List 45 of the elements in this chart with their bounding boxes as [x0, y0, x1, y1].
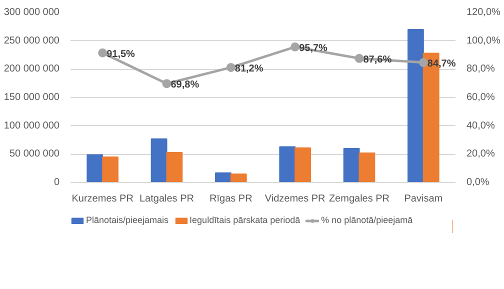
legend-label: Ieguldītais pārskata periodā	[190, 215, 300, 225]
bar	[102, 156, 118, 182]
data-label: 69,8%	[170, 80, 200, 91]
x-tick-label: Zemgales PR	[328, 194, 390, 204]
bar	[150, 138, 168, 182]
data-label: 95,7%	[299, 42, 328, 54]
bar	[86, 154, 104, 182]
point	[98, 48, 108, 58]
y-tick-label: 150 000 000	[4, 92, 60, 103]
bar	[294, 147, 311, 182]
x-tick-label: Kurzemes PR	[72, 194, 134, 204]
point	[162, 79, 172, 88]
y2-tick-label: 60,0%	[466, 92, 495, 103]
y-tick-label: 300 000 000	[4, 7, 60, 18]
point	[418, 58, 428, 67]
y2-tick-label: 20,0%	[466, 148, 495, 160]
x-tick-label: Rīgas PR	[210, 194, 252, 204]
point	[226, 62, 236, 72]
y2-tick-label: 120,0%	[466, 7, 501, 18]
y2-tick-label: 40,0%	[466, 120, 495, 132]
x-tick-label: Pavisam	[404, 194, 443, 204]
point	[290, 42, 300, 52]
y2-tick-label: 80,0%	[466, 64, 495, 75]
bar	[358, 152, 376, 182]
data-label: 91,5%	[106, 48, 136, 60]
y-tick-label: 0	[54, 177, 60, 188]
y2-tick-label: 0,0%	[466, 177, 490, 188]
legend-label: Plānotais/pieejamais	[86, 215, 169, 225]
bar	[230, 174, 247, 182]
bar	[215, 172, 232, 182]
bar	[279, 146, 296, 182]
y-tick-label: 100 000 000	[4, 120, 60, 132]
y2-tick-label: 100,0%	[466, 35, 501, 46]
y-tick-label: 200 000 000	[4, 64, 60, 75]
x-tick-label: Vidzemes PR	[264, 194, 326, 204]
y-tick-label: 50 000 000	[9, 148, 60, 160]
bar	[408, 29, 424, 182]
data-label: 81,2%	[234, 63, 264, 74]
x-tick-label: Latgales PR	[140, 194, 194, 204]
legend-label: % no plānotā/pieejamā	[321, 215, 413, 225]
y-tick-label: 250 000 000	[4, 35, 60, 46]
bar	[166, 152, 183, 182]
point	[354, 54, 364, 63]
data-label: 87,6%	[363, 54, 392, 66]
bar	[343, 148, 360, 182]
